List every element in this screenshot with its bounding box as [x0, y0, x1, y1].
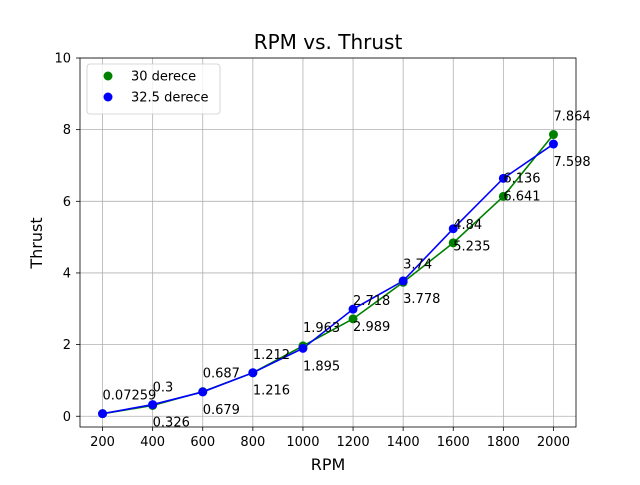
- y-axis-label: Thrust: [27, 217, 46, 269]
- x-tick-label: 1400: [387, 435, 420, 450]
- data-label: 1.216: [253, 384, 290, 399]
- data-point: [448, 224, 458, 234]
- data-label: 2.989: [353, 320, 390, 335]
- data-label: 4.84: [453, 218, 482, 233]
- data-label: 6.136: [503, 171, 540, 186]
- series-line: [102, 143, 554, 415]
- legend-box: [86, 63, 221, 115]
- chart-title: RPM vs. Thrust: [254, 30, 403, 54]
- data-label: 0.326: [153, 416, 190, 431]
- y-tick-label: 4: [63, 266, 71, 281]
- data-label: 7.864: [553, 110, 590, 125]
- data-label: 0.687: [203, 367, 240, 382]
- data-point: [348, 314, 358, 324]
- legend-marker: [103, 92, 113, 102]
- x-tick-label: 400: [140, 435, 165, 450]
- x-tick-label: 800: [240, 435, 265, 450]
- data-point: [498, 173, 508, 183]
- data-label: 0.679: [203, 403, 240, 418]
- data-point: [198, 387, 208, 397]
- data-label: 2.718: [353, 294, 390, 309]
- data-point: [548, 139, 558, 149]
- data-label: 3.74: [403, 257, 432, 272]
- y-tick-label: 10: [54, 52, 71, 67]
- x-tick-label: 600: [190, 435, 215, 450]
- data-point: [498, 191, 508, 201]
- x-axis-label: RPM: [311, 455, 346, 474]
- data-label: 1.212: [253, 348, 290, 363]
- data-point: [348, 304, 358, 314]
- data-label: 1.895: [303, 359, 340, 374]
- data-point: [248, 368, 258, 378]
- data-label: 6.641: [503, 189, 540, 204]
- data-label: 1.963: [303, 321, 340, 336]
- legend-label: 32.5 derece: [131, 91, 209, 106]
- data-point: [448, 238, 458, 248]
- y-tick-label: 0: [63, 410, 71, 425]
- y-tick-label: 8: [63, 123, 71, 138]
- x-tick-label: 200: [90, 435, 115, 450]
- plot-frame: [79, 57, 577, 428]
- data-label: 5.235: [453, 240, 490, 255]
- data-point: [148, 400, 158, 410]
- data-point: [298, 343, 308, 353]
- y-tick-label: 6: [63, 195, 71, 210]
- data-point: [398, 276, 408, 286]
- x-tick-label: 1000: [286, 435, 319, 450]
- data-point: [548, 130, 558, 140]
- data-label: 7.598: [553, 155, 590, 170]
- legend-label: 30 derece: [131, 70, 196, 85]
- x-tick-label: 2000: [537, 435, 570, 450]
- x-tick-label: 1800: [487, 435, 520, 450]
- data-label: 0.3: [153, 381, 174, 396]
- x-tick-label: 1600: [437, 435, 470, 450]
- x-tick-label: 1200: [337, 435, 370, 450]
- data-label: 0.07259: [103, 389, 157, 404]
- data-point: [98, 409, 108, 419]
- legend-marker: [103, 71, 113, 81]
- y-tick-label: 2: [63, 338, 71, 353]
- data-label: 3.778: [403, 292, 440, 307]
